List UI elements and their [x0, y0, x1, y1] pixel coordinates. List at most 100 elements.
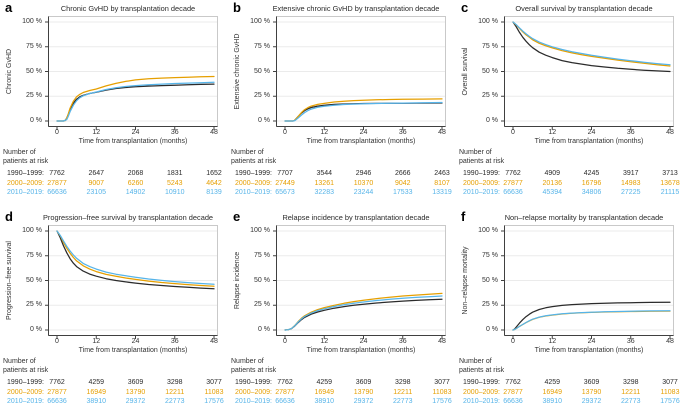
y-tick-label-25: 25 %	[254, 301, 270, 309]
risk-value: 3298	[166, 379, 183, 386]
risk-table-header-line1: Number of	[3, 149, 36, 156]
risk-value: 14983	[621, 179, 641, 187]
x-tick-label-36: 36	[398, 128, 407, 136]
y-tick-label-75: 75 %	[254, 251, 270, 259]
risk-value: 3298	[622, 379, 639, 386]
panel-letter-f: f	[461, 209, 466, 224]
risk-value: 4642	[206, 179, 222, 187]
risk-value: 10370	[353, 179, 374, 187]
risk-table-header-line1: Number of	[231, 149, 264, 156]
panel-title: Extensive chronic GvHD by transplantatio…	[272, 4, 440, 13]
risk-row-label-2000-2009-: 2000–2009:	[7, 388, 44, 396]
y-tick-label-50: 50 %	[26, 67, 42, 75]
risk-value: 16796	[581, 179, 602, 187]
x-tick-label-48: 48	[666, 128, 674, 136]
x-tick-label-0: 0	[55, 337, 59, 345]
risk-value: 3609	[127, 379, 144, 386]
y-tick-label-100: 100 %	[478, 18, 498, 25]
risk-row-label-2000-2009-: 2000–2009:	[235, 179, 272, 187]
risk-value: 3298	[394, 379, 411, 386]
y-tick-label-75: 75 %	[482, 42, 498, 50]
curve-1990-1999	[512, 21, 671, 73]
risk-value: 3544	[316, 170, 333, 177]
risk-value: 66636	[503, 189, 523, 196]
x-tick-label-24: 24	[587, 128, 596, 136]
risk-row-label-2010-2019-: 2010–2019:	[7, 398, 44, 405]
risk-value: 45394	[542, 189, 562, 196]
x-tick-label-48: 48	[438, 337, 446, 345]
x-tick-label-12: 12	[548, 128, 557, 136]
risk-table-header: Number of patients at risk	[3, 148, 48, 166]
panel-title: Relapse incidence by transplantation dec…	[282, 213, 430, 222]
x-tick-label-24: 24	[359, 337, 368, 345]
risk-value: 23105	[86, 189, 106, 196]
curve-1990-1999	[56, 83, 215, 122]
x-tick-label-24: 24	[587, 337, 596, 345]
y-tick-label-0: 0 %	[485, 326, 498, 333]
plot-area-f	[501, 225, 674, 339]
risk-value: 16949	[314, 388, 334, 396]
x-tick-label-0: 0	[283, 128, 287, 136]
curve-2010-2019	[284, 101, 443, 122]
panel-title: Non–relapse mortality by transplantation…	[504, 213, 664, 222]
risk-row-label-1990-1999-: 1990–1999:	[235, 170, 272, 177]
risk-value: 12211	[621, 388, 641, 396]
risk-row-label-2010-2019-: 2010–2019:	[463, 189, 500, 196]
y-tick-label-100: 100 %	[22, 227, 42, 234]
y-tick-label-100: 100 %	[22, 18, 42, 25]
risk-value: 13261	[314, 179, 334, 187]
panel-c: c Overall survival by transplantation dec…	[456, 0, 684, 208]
panel-title: Overall survival by transplantation deca…	[515, 4, 653, 13]
risk-value: 6260	[127, 179, 144, 187]
risk-value: 3077	[206, 379, 222, 386]
risk-value: 21115	[660, 189, 680, 196]
risk-value: 2463	[434, 170, 450, 177]
risk-value: 32283	[314, 189, 334, 196]
y-tick-label-25: 25 %	[482, 301, 498, 309]
curve-1990-1999	[56, 230, 215, 290]
risk-table-header: Number of patients at risk	[459, 148, 504, 166]
y-tick-label-25: 25 %	[482, 92, 498, 100]
panel-f: f Non–relapse mortality by transplantatio…	[456, 209, 684, 417]
risk-value: 66636	[47, 398, 67, 405]
risk-value: 7762	[49, 379, 65, 386]
y-tick-label-0: 0 %	[257, 117, 270, 124]
risk-value: 27877	[47, 388, 67, 396]
curve-1990-1999	[512, 301, 671, 331]
risk-row-label-1990-1999-: 1990–1999:	[463, 379, 500, 386]
risk-value: 11083	[432, 388, 452, 396]
x-tick-label-24: 24	[131, 337, 140, 345]
risk-table-header-line2: patients at risk	[231, 158, 277, 165]
curve-2010-2019	[56, 81, 215, 122]
x-axis-label: Time from transplantation (months)	[78, 138, 188, 145]
x-tick-label-12: 12	[320, 337, 329, 345]
risk-table-header-line2: patients at risk	[231, 367, 277, 374]
panel-title: Progression–free survival by transplanta…	[42, 213, 214, 222]
risk-value: 66636	[503, 398, 523, 405]
risk-value: 16949	[542, 388, 562, 396]
risk-row-label-2010-2019-: 2010–2019:	[7, 189, 44, 196]
x-tick-label-36: 36	[170, 128, 179, 136]
x-axis-label: Time from transplantation (months)	[78, 347, 188, 354]
panel-letter-d: d	[5, 209, 13, 224]
x-tick-label-0: 0	[283, 337, 287, 345]
x-tick-label-48: 48	[210, 337, 218, 345]
x-tick-label-12: 12	[320, 128, 329, 136]
curve-2000-2009	[284, 292, 443, 331]
y-tick-label-100: 100 %	[478, 227, 498, 234]
plot-area-b	[273, 16, 446, 130]
risk-table-header: Number of patients at risk	[231, 148, 276, 166]
x-tick-label-36: 36	[626, 337, 635, 345]
x-axis-label: Time from transplantation (months)	[306, 138, 416, 145]
panel-a: a Chronic GvHD by transplantation decade C…	[0, 0, 228, 208]
risk-value: 2946	[355, 170, 372, 177]
x-tick-label-12: 12	[92, 128, 101, 136]
y-tick-label-75: 75 %	[482, 251, 498, 259]
x-tick-label-48: 48	[438, 128, 446, 136]
curve-2010-2019	[512, 310, 671, 331]
panel-letter-a: a	[5, 0, 13, 15]
x-tick-label-12: 12	[92, 337, 101, 345]
risk-value: 27449	[275, 179, 295, 187]
risk-value: 27877	[47, 179, 67, 187]
risk-value: 11083	[660, 388, 680, 396]
